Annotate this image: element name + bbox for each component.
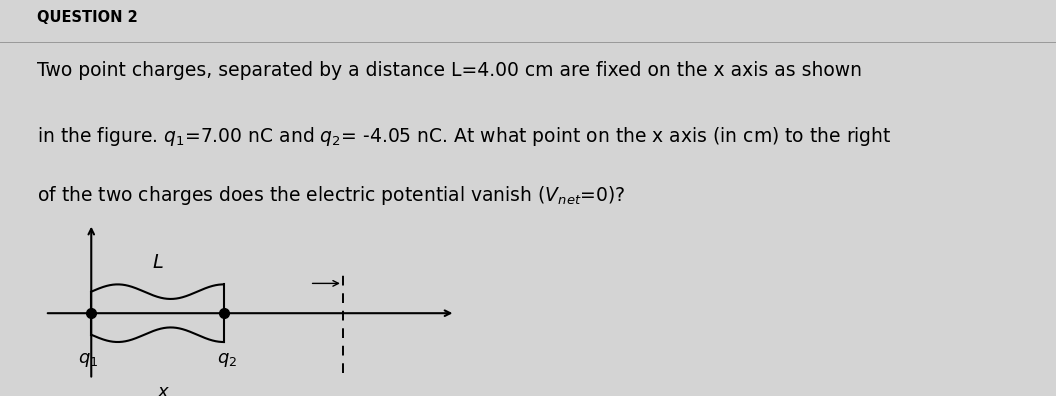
Text: of the two charges does the electric potential vanish ($V_{net}$=0)?: of the two charges does the electric pot…: [37, 184, 625, 207]
Text: QUESTION 2: QUESTION 2: [37, 10, 137, 25]
Text: in the figure. $q_1$=7.00 nC and $q_2$= -4.05 nC. At what point on the x axis (i: in the figure. $q_1$=7.00 nC and $q_2$= …: [37, 125, 891, 148]
Text: $x$: $x$: [157, 383, 171, 396]
Text: L: L: [152, 253, 163, 272]
Text: $q_2$: $q_2$: [216, 351, 237, 369]
Text: $q_1$: $q_1$: [78, 351, 98, 369]
Text: Two point charges, separated by a distance L=4.00 cm are fixed on the x axis as : Two point charges, separated by a distan…: [37, 61, 862, 80]
